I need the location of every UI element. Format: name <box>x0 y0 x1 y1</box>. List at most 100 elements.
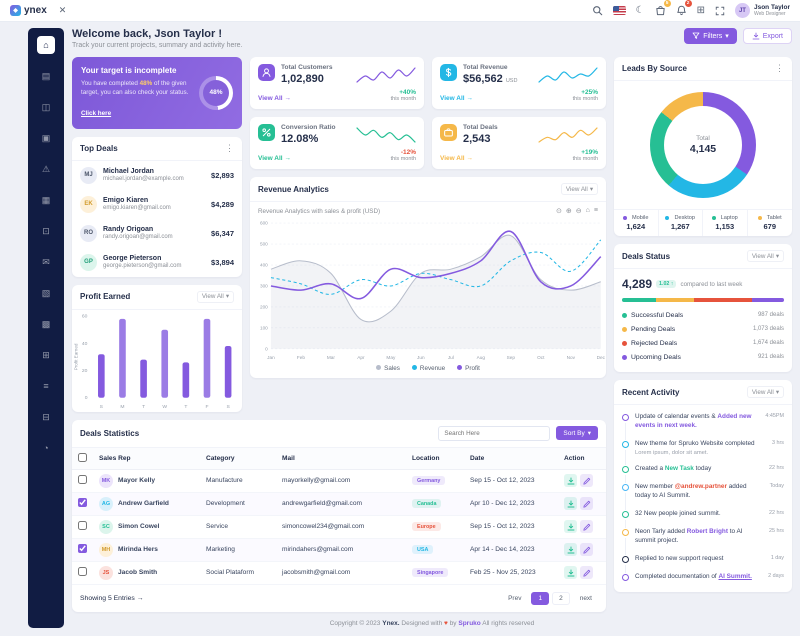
top-deal-row[interactable]: GP George Pieterson george.pieterson@gmail… <box>72 248 242 277</box>
mail-cell: mirindahers@gmail.com <box>276 538 406 562</box>
sidebar-item-error[interactable]: ⚠ <box>41 163 51 174</box>
funnel-icon <box>692 32 700 39</box>
table-row[interactable]: AG Andrew Garfield Development andrewgarfie… <box>72 492 606 516</box>
top-deal-row[interactable]: EK Emigo Kiaren emigo.kiaren@gmail.com $4,2… <box>72 190 242 219</box>
view-all-button[interactable]: View All ▾ <box>560 183 598 195</box>
timeline-dot <box>622 573 629 581</box>
table-row[interactable]: SC Simon Cowel Service simoncowel234@gmail.… <box>72 515 606 539</box>
svg-text:Mar: Mar <box>327 355 336 360</box>
download-row-button[interactable] <box>564 566 577 580</box>
view-all-button[interactable]: View All ▾ <box>746 250 784 262</box>
status-count: 921 deals <box>757 354 784 360</box>
download-row-button[interactable] <box>564 497 577 511</box>
deal-amount: $2,893 <box>211 170 234 180</box>
pagination-prev[interactable]: Prev <box>508 594 522 602</box>
sort-by-button[interactable]: Sort By ▾ <box>556 426 598 441</box>
row-checkbox[interactable] <box>78 521 87 531</box>
sidebar-toggle-icon[interactable]: ✕ <box>58 5 67 15</box>
click-here-link[interactable]: Click here <box>81 109 112 117</box>
cart-icon[interactable]: 5 <box>655 0 671 16</box>
export-button[interactable]: Export <box>742 28 792 44</box>
view-all-link[interactable]: View All → <box>258 95 291 102</box>
sparkline-chart <box>538 66 598 84</box>
app-logo[interactable]: ◆ ynex <box>10 5 47 16</box>
sidebar-item-tables[interactable]: ⊟ <box>42 411 50 422</box>
view-all-button[interactable]: View All ▾ <box>196 290 234 303</box>
notifications-icon[interactable]: 2 <box>676 0 692 16</box>
avatar: MK <box>99 473 113 488</box>
download-row-button[interactable] <box>564 520 577 534</box>
pagination-page-1[interactable]: 1 <box>531 591 550 605</box>
apps-grid-icon[interactable]: ⊞ <box>696 4 705 16</box>
dark-mode-toggle-icon[interactable]: ☾ <box>635 4 645 16</box>
sidebar-item-charts[interactable]: ◔ <box>43 443 49 453</box>
view-all-button[interactable]: View All ▾ <box>746 386 784 398</box>
chart-tool-menu-icon[interactable]: ≡ <box>593 207 598 214</box>
language-flag-us[interactable] <box>612 6 626 15</box>
fullscreen-icon[interactable] <box>715 6 725 16</box>
edit-row-button[interactable] <box>580 566 593 580</box>
sidebar-item-ui-elements[interactable]: ▦ <box>41 194 51 205</box>
table-row[interactable]: MK Mayor Kelly Manufacture mayorkelly@gmail… <box>72 469 606 493</box>
stat-card-total-deals: Total Deals 2,543 View All → +19% this month <box>432 117 606 169</box>
chart-tool-pan-icon[interactable]: ⊙ <box>556 208 562 215</box>
more-options-icon[interactable]: ⋮ <box>775 63 784 73</box>
edit-row-button[interactable] <box>580 543 593 557</box>
edit-row-button[interactable] <box>580 497 593 511</box>
sidebar-item-authentication[interactable]: ▣ <box>41 132 51 143</box>
sidebar-item-nested-menu[interactable]: ≡ <box>43 381 49 391</box>
sidebar-item-apps[interactable]: ⊞ <box>42 349 50 360</box>
row-checkbox[interactable] <box>78 498 87 508</box>
chart-tool-reset-home-icon[interactable]: ⌂ <box>585 207 590 214</box>
legend-item[interactable]: Profit <box>457 365 480 372</box>
chart-tool-zoom-out-icon[interactable]: ⊖ <box>575 208 582 215</box>
footer-company[interactable]: Spruko <box>458 619 481 627</box>
edit-row-button[interactable] <box>580 474 593 488</box>
date-cell: Apr 14 - Dec 14, 2023 <box>464 538 558 562</box>
svg-text:40: 40 <box>82 341 88 347</box>
download-row-button[interactable] <box>564 543 577 557</box>
sidebar-item-tasks[interactable]: ◫ <box>41 101 51 112</box>
filters-button[interactable]: Filters ▾ <box>684 28 737 44</box>
more-options-icon[interactable]: ⋮ <box>225 142 234 153</box>
search-icon[interactable] <box>592 5 603 16</box>
table-row[interactable]: JS Jacob Smith Social Plataform jacobsmith@… <box>72 561 606 585</box>
pagination-next[interactable]: next <box>579 594 592 602</box>
sidebar-item-utilities[interactable]: ⊡ <box>42 225 50 236</box>
table-search-input[interactable] <box>438 425 551 441</box>
avatar: GP <box>80 253 97 271</box>
svg-text:May: May <box>386 355 396 360</box>
leads-value: 1,267 <box>670 222 690 231</box>
user-profile-menu[interactable]: JT Json Taylor Web Designer <box>734 3 790 18</box>
pagination-page-2[interactable]: 2 <box>552 591 570 605</box>
activity-timeline: Update of calendar events & Added new ev… <box>614 405 792 592</box>
svg-text:20: 20 <box>82 368 88 374</box>
sidebar-item-forms[interactable]: ✉ <box>42 256 50 267</box>
sidebar-item-home[interactable]: ⌂ <box>37 36 55 54</box>
page-title: Welcome back, Json Taylor ! <box>72 28 222 40</box>
chart-tool-zoom-in-icon[interactable]: ⊕ <box>565 208 572 215</box>
download-row-button[interactable] <box>564 474 577 488</box>
activity-subtext: Lorem ipsum, dolor sit amet. <box>635 449 709 456</box>
legend-item[interactable]: Revenue <box>411 365 445 372</box>
edit-row-button[interactable] <box>580 520 593 534</box>
deal-amount: $3,894 <box>211 257 234 267</box>
stat-value: 2,543 <box>463 133 491 145</box>
row-checkbox[interactable] <box>78 544 87 554</box>
view-all-link[interactable]: View All → <box>440 95 473 102</box>
view-all-link[interactable]: View All → <box>440 155 473 162</box>
leads-legend-tablet: Tablet 679 <box>748 210 793 236</box>
table-row[interactable]: MH Mirinda Hers Marketing mirindahers@gmail… <box>72 538 606 562</box>
top-deals-list: MJ Michael Jordan michael.jordan@example.c… <box>72 161 242 277</box>
sidebar-item-widgets[interactable]: ▩ <box>41 318 51 329</box>
row-checkbox[interactable] <box>78 475 87 485</box>
activity-item: Replied to new support request 1 day <box>622 555 784 573</box>
row-checkbox[interactable] <box>78 567 87 577</box>
sidebar-item-advanced-ui[interactable]: ▧ <box>41 287 51 298</box>
legend-item[interactable]: Sales <box>376 365 400 372</box>
select-all-checkbox[interactable] <box>78 452 87 462</box>
view-all-link[interactable]: View All → <box>258 155 291 162</box>
sidebar-item-pages[interactable]: ▤ <box>41 70 51 81</box>
top-deal-row[interactable]: MJ Michael Jordan michael.jordan@example.c… <box>72 161 242 190</box>
top-deal-row[interactable]: RO Randy Origoan randy.origoan@gmail.com $6… <box>72 219 242 248</box>
